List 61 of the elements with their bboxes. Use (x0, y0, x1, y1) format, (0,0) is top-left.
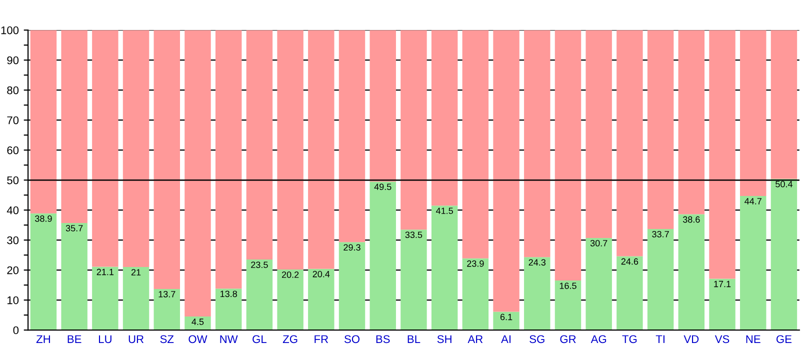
y-tick-label: 80 (7, 86, 19, 94)
data-label: 13.7 (158, 290, 176, 298)
y-tick-label: 20 (7, 266, 19, 274)
x-tick-label: UR (128, 335, 144, 344)
data-label: 38.9 (35, 215, 52, 222)
data-label: 20.4 (312, 270, 330, 278)
x-tick-label: ZG (282, 335, 298, 344)
x-tick-label: SZ (160, 335, 174, 344)
data-label: 16.5 (560, 282, 576, 289)
y-tick-label: 30 (7, 236, 19, 244)
data-label: 50.4 (776, 180, 792, 188)
y-tick-label: 40 (6, 206, 19, 214)
x-tick-label: GE (776, 335, 792, 344)
x-tick-label: SH (437, 335, 452, 344)
data-label: 38.6 (682, 216, 700, 223)
x-tick-label: TG (622, 335, 637, 344)
data-label: 35.7 (66, 225, 83, 232)
y-tick-label: 60 (7, 146, 19, 154)
data-label: 20.2 (282, 272, 299, 278)
y-tick-label: 50 (7, 176, 19, 184)
y-tick-label: 10 (7, 296, 19, 304)
x-tick-label: TI (656, 335, 664, 343)
data-label: 41.5 (436, 208, 453, 214)
data-label: 21.1 (96, 268, 114, 276)
data-label: 6.1 (500, 314, 512, 320)
x-tick-label: ZH (36, 335, 50, 343)
data-label: 23.5 (251, 262, 268, 268)
data-label: 30.7 (590, 240, 608, 246)
data-label: 29.3 (344, 244, 360, 251)
x-tick-label: SO (344, 335, 360, 344)
x-tick-label: BS (376, 335, 390, 344)
x-tick-label: NW (220, 335, 238, 343)
x-tick-label: BL (408, 335, 420, 343)
x-tick-label: OW (188, 335, 208, 344)
x-tick-label: SG (530, 335, 544, 344)
data-label: 33.5 (405, 232, 422, 238)
data-label: 24.3 (528, 259, 546, 266)
y-tick-label: 90 (7, 56, 19, 64)
data-label: 44.7 (744, 198, 762, 204)
x-tick-label: VS (714, 335, 730, 344)
data-label: 33.7 (652, 231, 669, 238)
data-label: 49.5 (374, 184, 392, 190)
y-tick-label: 70 (7, 116, 19, 124)
x-tick-label: AR (468, 335, 483, 343)
data-label: 4.5 (192, 318, 204, 325)
data-label: 23.9 (467, 260, 484, 267)
x-tick-label: NE (746, 335, 760, 343)
x-tick-label: BE (68, 335, 82, 343)
x-tick-label: LU (98, 335, 112, 344)
x-tick-label: GR (560, 335, 576, 344)
data-label: 21 (131, 269, 141, 276)
data-label: 17.1 (714, 280, 731, 288)
x-tick-label: GL (252, 335, 266, 344)
data-label: 24.6 (621, 258, 638, 265)
x-tick-label: AG (590, 335, 606, 344)
x-tick-label: FR (314, 335, 328, 343)
data-label: 13.8 (220, 290, 237, 298)
x-tick-label: AI (501, 335, 511, 343)
y-tick-label: 100 (1, 26, 19, 34)
x-tick-label: VD (684, 335, 699, 343)
y-tick-label: 0 (13, 326, 19, 334)
